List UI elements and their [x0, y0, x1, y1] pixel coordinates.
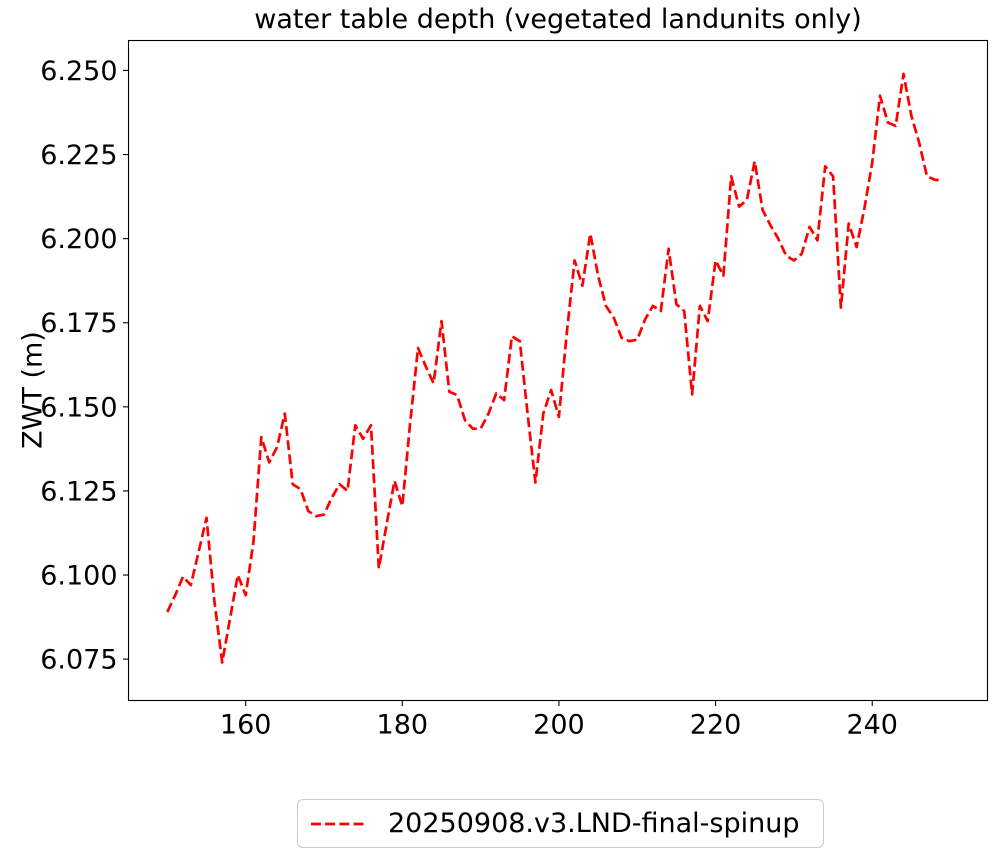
y-axis-tick-label: 6.200	[40, 224, 117, 255]
chart-title: water table depth (vegetated landunits o…	[254, 4, 862, 35]
y-axis-tick-label: 6.175	[40, 308, 117, 339]
y-axis-tick-label: 6.125	[40, 476, 117, 507]
y-axis-tick-label: 6.150	[40, 392, 117, 423]
x-axis-tick-label: 240	[846, 710, 898, 741]
axes-frame	[127, 39, 989, 702]
x-axis-tick-label: 220	[690, 710, 742, 741]
legend-line-sample	[311, 822, 365, 825]
y-axis-tick-label: 6.100	[40, 561, 117, 592]
x-axis-tick-label: 180	[377, 710, 429, 741]
y-axis-tick-label: 6.250	[40, 56, 117, 87]
x-axis-tick-label: 160	[220, 710, 272, 741]
data-series-line	[166, 72, 943, 664]
legend: 20250908.v3.LND-final-spinup	[297, 799, 824, 848]
x-axis-tick-label: 200	[533, 710, 585, 741]
legend-label: 20250908.v3.LND-final-spinup	[388, 808, 800, 839]
y-axis-tick-label: 6.225	[40, 140, 117, 171]
y-axis-tick-label: 6.075	[40, 645, 117, 676]
